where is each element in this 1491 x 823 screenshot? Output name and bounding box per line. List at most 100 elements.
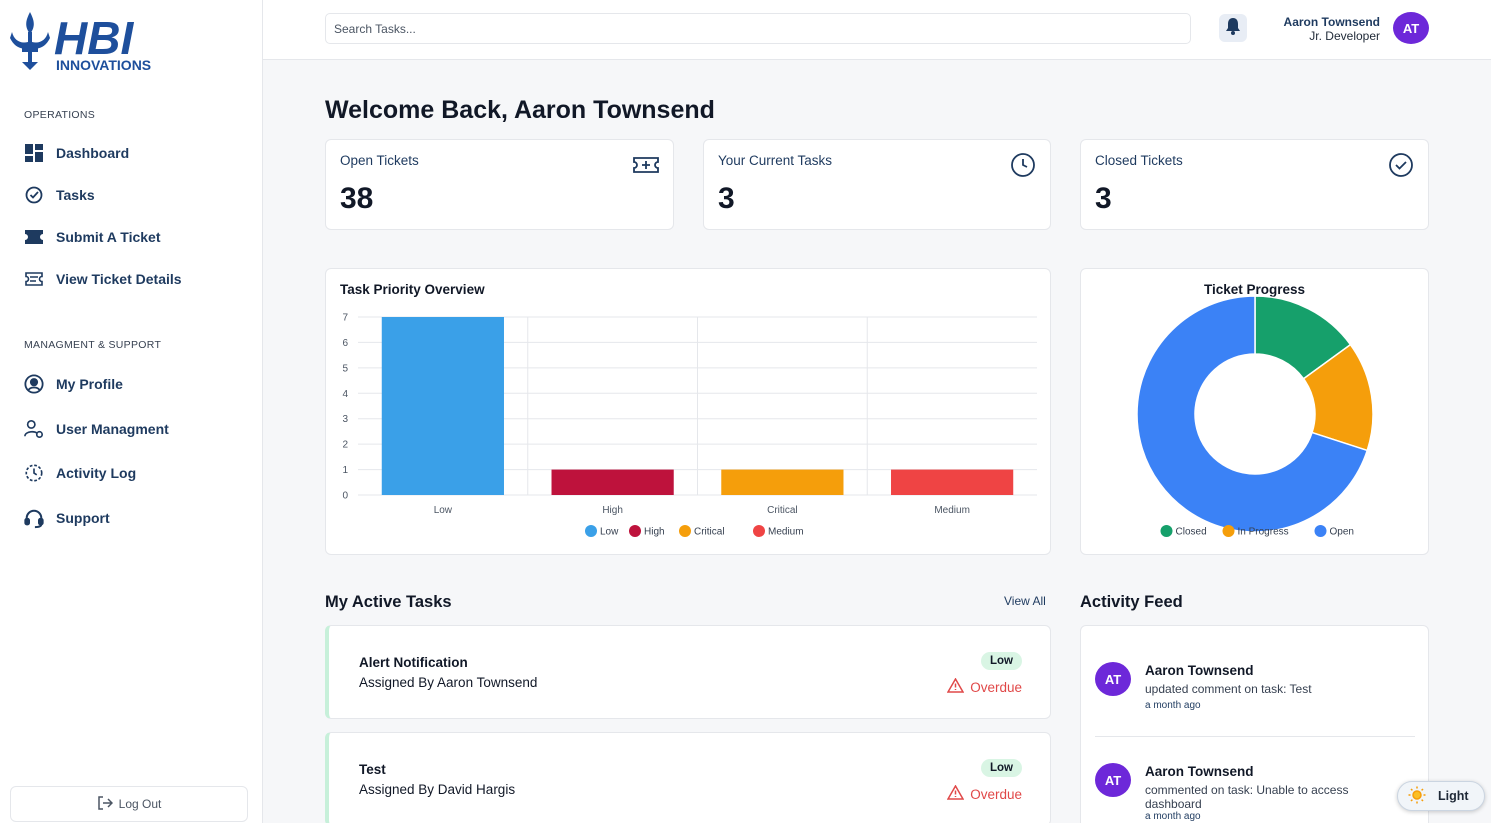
overdue-label: Overdue xyxy=(970,786,1022,802)
ticket-icon xyxy=(24,227,44,247)
sidebar-item-activity-log[interactable]: Activity Log xyxy=(24,463,136,483)
operations-section-title: OPERATIONS xyxy=(24,109,96,121)
sidebar-item-submit-ticket[interactable]: Submit A Ticket xyxy=(24,227,161,247)
stat-label: Closed Tickets xyxy=(1095,153,1183,168)
activity-feed: AT Aaron Townsend updated comment on tas… xyxy=(1080,625,1429,823)
avatar[interactable]: AT xyxy=(1393,12,1429,44)
sidebar-item-label: Dashboard xyxy=(56,145,130,161)
sidebar-item-tasks[interactable]: Tasks xyxy=(24,185,95,205)
y-tick-label: 3 xyxy=(342,414,348,425)
legend-swatch xyxy=(1160,525,1173,537)
task-title: Test xyxy=(359,762,386,777)
feed-time: a month ago xyxy=(1145,700,1201,711)
y-tick-label: 4 xyxy=(342,389,348,400)
sidebar-item-label: Activity Log xyxy=(56,465,137,481)
task-priority-bar-chart: 0 1 2 3 4 5 6 7 Low High Critical Medium Low High Crit… xyxy=(342,313,1037,538)
headset-icon xyxy=(24,508,44,529)
legend-label: Closed xyxy=(1176,527,1207,538)
legend-label: In Progress xyxy=(1238,527,1289,538)
stat-card-current-tasks: Your Current Tasks 3 xyxy=(703,139,1051,230)
ticket-progress-chart-card: Ticket Progress Closed In Progress Open xyxy=(1080,268,1429,555)
task-card[interactable]: Test Assigned By David Hargis Low Overdu… xyxy=(325,732,1051,823)
user-name: Aaron Townsend xyxy=(1283,15,1380,29)
y-tick-label: 6 xyxy=(342,338,348,349)
chart-title: Task Priority Overview xyxy=(340,282,485,297)
warning-icon xyxy=(946,784,965,803)
sidebar-item-label: My Profile xyxy=(56,376,123,392)
search-input[interactable] xyxy=(325,13,1191,44)
check-circle-icon xyxy=(24,185,44,205)
logout-label: Log Out xyxy=(118,797,162,811)
stat-card-open-tickets: Open Tickets 38 xyxy=(325,139,674,230)
bar-low xyxy=(381,317,504,495)
feed-user-name: Aaron Townsend xyxy=(1145,764,1254,779)
sidebar-item-label: Submit A Ticket xyxy=(56,229,161,245)
notifications-button[interactable] xyxy=(1219,14,1247,42)
overdue-label: Overdue xyxy=(970,679,1022,695)
support-section-title: MANAGMENT & SUPPORT xyxy=(24,339,162,351)
user-role: Jr. Developer xyxy=(1309,29,1380,43)
sidebar-item-label: Support xyxy=(56,510,110,526)
logout-button[interactable]: Log Out xyxy=(10,786,248,822)
priority-badge: Low xyxy=(981,759,1022,777)
legend-swatch xyxy=(1222,525,1235,537)
overdue-status: Overdue xyxy=(946,677,1022,696)
ticket-plus-icon xyxy=(633,152,659,178)
slice-open xyxy=(1136,295,1369,533)
sidebar-item-label: User Managment xyxy=(56,421,169,437)
bar-high xyxy=(551,469,674,495)
feed-time: a month ago xyxy=(1145,811,1201,822)
dashboard-icon xyxy=(24,143,44,163)
y-tick-label: 1 xyxy=(342,465,348,476)
stat-label: Your Current Tasks xyxy=(718,153,833,168)
avatar: AT xyxy=(1095,662,1131,696)
sidebar-item-label: View Ticket Details xyxy=(56,271,182,287)
theme-toggle-button[interactable]: Light xyxy=(1397,781,1485,811)
bar-critical xyxy=(721,469,844,495)
sidebar-item-view-ticket-details[interactable]: View Ticket Details xyxy=(24,269,182,289)
x-tick-label: High xyxy=(602,505,623,516)
sidebar-item-dashboard[interactable]: Dashboard xyxy=(24,143,129,163)
task-assigned-by: Assigned By Aaron Townsend xyxy=(359,675,538,690)
legend-label: Medium xyxy=(768,527,804,538)
user-gear-icon xyxy=(24,419,44,439)
svg-text:INNOVATIONS: INNOVATIONS xyxy=(56,57,151,73)
legend-swatch xyxy=(679,525,691,537)
task-card[interactable]: Alert Notification Assigned By Aaron Tow… xyxy=(325,625,1051,719)
hbi-logo[interactable]: HBI INNOVATIONS xyxy=(8,8,198,74)
stat-label: Open Tickets xyxy=(340,153,419,168)
feed-item: AT Aaron Townsend updated comment on tas… xyxy=(1095,662,1415,742)
feed-item: AT Aaron Townsend commented on task: Una… xyxy=(1095,763,1415,823)
logout-icon xyxy=(97,795,113,813)
sidebar-item-label: Tasks xyxy=(56,187,95,203)
stat-card-closed-tickets: Closed Tickets 3 xyxy=(1080,139,1429,230)
sidebar-item-my-profile[interactable]: My Profile xyxy=(24,374,123,394)
overdue-status: Overdue xyxy=(946,784,1022,803)
sidebar-item-support[interactable]: Support xyxy=(24,508,110,529)
legend-swatch xyxy=(753,525,765,537)
active-tasks-title: My Active Tasks xyxy=(325,593,452,611)
svg-text:HBI: HBI xyxy=(54,12,134,64)
sidebar: HBI INNOVATIONS OPERATIONS Dashboard Tas… xyxy=(0,0,263,823)
x-tick-label: Medium xyxy=(934,505,970,516)
legend-label: Critical xyxy=(694,527,725,538)
task-priority-chart-card: Task Priority Overview 0 1 2 3 4 5 6 7 Low High Cr… xyxy=(325,268,1051,555)
feed-user-name: Aaron Townsend xyxy=(1145,663,1254,678)
y-tick-label: 0 xyxy=(342,491,348,502)
task-title: Alert Notification xyxy=(359,655,468,670)
stat-value: 3 xyxy=(1095,182,1112,215)
y-tick-label: 7 xyxy=(342,313,348,324)
y-tick-label: 5 xyxy=(342,363,348,374)
legend-label: Open xyxy=(1330,527,1354,538)
activity-icon xyxy=(24,463,44,483)
legend-swatch xyxy=(629,525,641,537)
sidebar-item-user-managment[interactable]: User Managment xyxy=(24,419,169,439)
activity-feed-title: Activity Feed xyxy=(1080,593,1183,611)
user-circle-icon xyxy=(24,374,44,394)
bell-icon xyxy=(1225,17,1241,40)
theme-label: Light xyxy=(1438,789,1469,803)
page-title: Welcome Back, Aaron Townsend xyxy=(325,96,715,124)
legend-label: Low xyxy=(600,527,619,538)
feed-text: commented on task: Unable to access dash… xyxy=(1145,783,1349,811)
view-all-link[interactable]: View All xyxy=(1004,594,1046,608)
